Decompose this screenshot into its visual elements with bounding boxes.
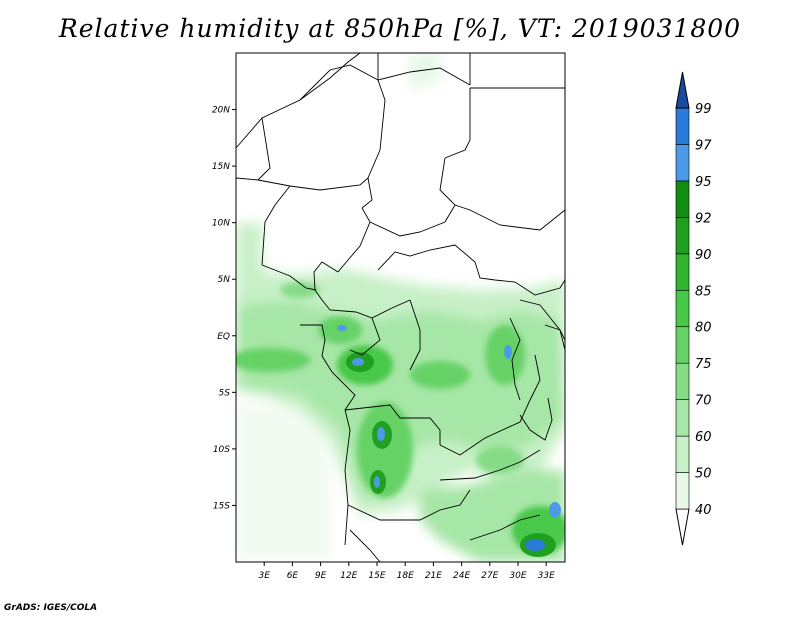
colorbar-swatch (675, 326, 690, 364)
colorbar-label: 40 (695, 503, 712, 518)
colorbar-swatch (675, 289, 690, 328)
colorbar-label: 75 (695, 357, 712, 372)
lon-tick-label: 3E (258, 571, 270, 581)
lon-tick-label: 33E (538, 571, 555, 581)
colorbar-swatch (675, 399, 690, 437)
lon-tick-label: 9E (315, 571, 327, 581)
colorbar-label: 60 (695, 430, 712, 445)
lat-tick-label: 10S (213, 445, 230, 455)
lon-tick-label: 21E (425, 571, 442, 581)
lon-tick-label: 30E (509, 571, 526, 581)
colorbar-swatch (675, 144, 690, 182)
lon-tick-label: 27E (481, 571, 498, 581)
humidity-contours-medium (236, 282, 565, 554)
lat-tick-label: 5N (218, 275, 231, 285)
colorbar-label: 92 (695, 211, 712, 226)
latitude-axis: 20N 15N 10N 5N EQ 5S 10S 15S (212, 106, 236, 511)
colorbar: 40 50 60 70 75 80 85 90 92 95 97 99 (675, 71, 712, 546)
colorbar-label: 95 (695, 175, 712, 190)
colorbar-label: 99 (695, 102, 712, 117)
humidity-contours-high (337, 325, 561, 557)
colorbar-label: 85 (695, 284, 712, 299)
lon-tick-label: 18E (397, 571, 414, 581)
map-frame (235, 52, 566, 563)
colorbar-swatch (675, 180, 690, 218)
colorbar-label: 70 (695, 394, 712, 409)
colorbar-swatch (675, 217, 690, 255)
lon-tick-label: 24E (453, 571, 470, 581)
colorbar-swatch (675, 435, 690, 473)
colorbar-swatch (675, 472, 690, 510)
colorbar-swatch (675, 253, 690, 291)
lon-tick-label: 15E (368, 571, 385, 581)
lat-tick-label: EQ (217, 332, 230, 342)
lat-tick-label: 15S (213, 501, 230, 511)
colorbar-swatch (675, 362, 690, 400)
colorbar-upper-arrow (675, 71, 690, 109)
lat-tick-label: 20N (212, 106, 230, 116)
colorbar-lower-arrow (675, 508, 690, 546)
lat-tick-label: 15N (212, 162, 230, 172)
colorbar-swatch (675, 107, 690, 145)
country-boundaries (236, 53, 565, 562)
colorbar-label: 97 (695, 138, 712, 153)
grads-credit: GrADS: IGES/COLA (4, 603, 98, 613)
colorbar-label: 80 (695, 321, 712, 336)
longitude-axis: 3E 6E 9E 12E 15E 18E 21E 24E 27E 30E 33E (258, 562, 555, 581)
lon-tick-label: 12E (340, 571, 357, 581)
humidity-field (236, 53, 565, 562)
colorbar-label: 90 (695, 248, 712, 263)
lon-tick-label: 6E (287, 571, 299, 581)
colorbar-label: 50 (695, 467, 712, 482)
lat-tick-label: 5S (219, 388, 231, 398)
page-title: Relative humidity at 850hPa [%], VT: 201… (58, 14, 742, 43)
lat-tick-label: 10N (212, 219, 230, 229)
